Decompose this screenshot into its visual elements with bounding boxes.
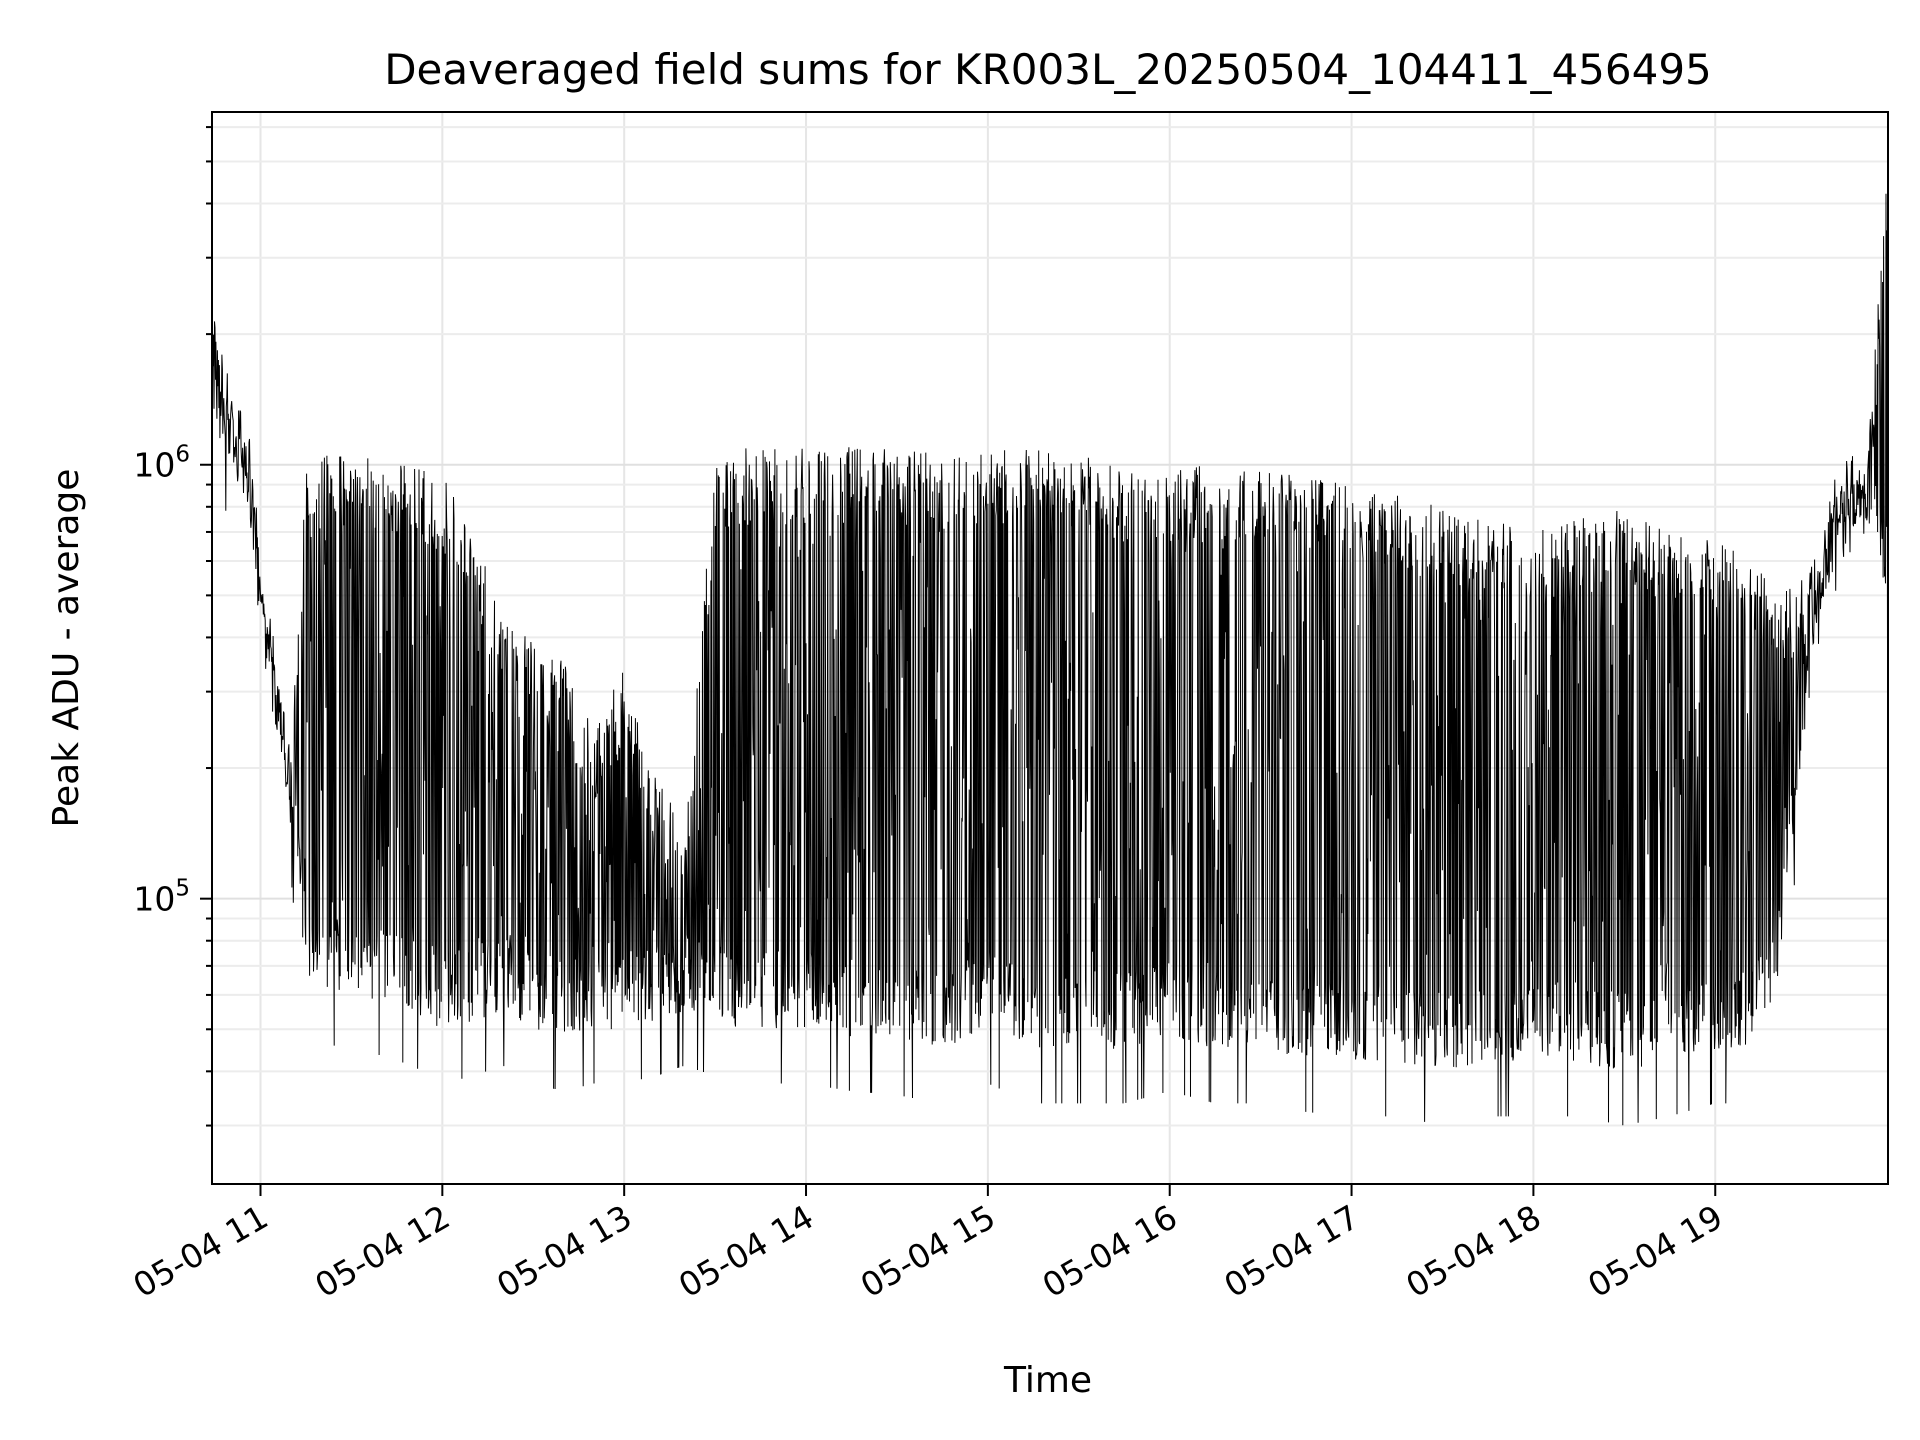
y-tick-label: 105 (133, 876, 190, 919)
y-tick-base: 10 (133, 446, 175, 485)
y-tick-exponent: 5 (175, 876, 190, 902)
y-tick-exponent: 6 (175, 442, 190, 468)
series-line (211, 159, 1889, 1126)
plot-frame (211, 111, 1889, 1185)
y-axis-label: Peak ADU - average (46, 469, 87, 828)
data-layer (211, 159, 1889, 1126)
chart-title: Deaveraged field sums for KR003L_2025050… (384, 45, 1712, 94)
y-tick-base: 10 (133, 880, 175, 919)
x-axis-label: Time (1003, 1360, 1092, 1401)
y-tick-label: 106 (133, 442, 190, 485)
